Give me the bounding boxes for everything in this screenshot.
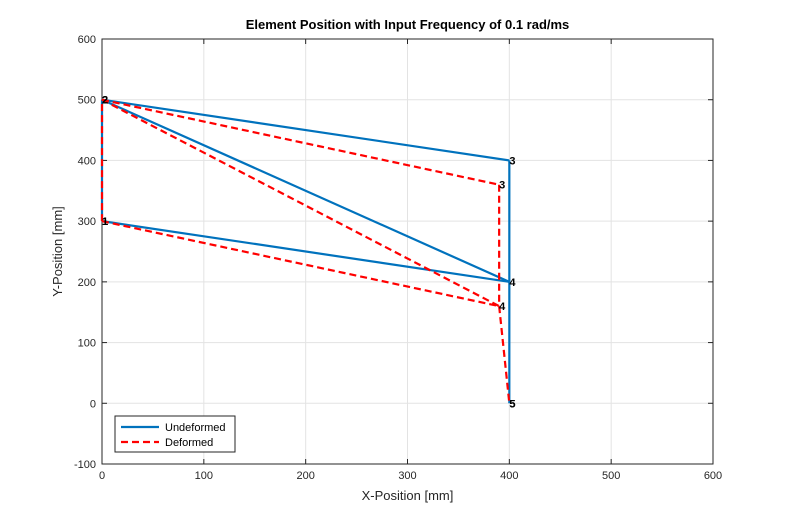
series-segment-deformed (498, 306, 511, 404)
series-segment-undeformed (101, 220, 510, 283)
series-segment-deformed (101, 98, 500, 308)
legend-box (114, 415, 236, 453)
chart-title: Element Position with Input Frequency of… (246, 17, 570, 32)
node-label: 1 (102, 216, 108, 228)
y-axis-label: Y-Position [mm] (50, 206, 65, 297)
x-tick-label: 0 (99, 470, 105, 482)
node-label: 1 (102, 216, 108, 228)
y-tick-label: 0 (90, 398, 96, 410)
node-label: 4 (499, 301, 506, 313)
series-layer (100, 98, 511, 404)
node-label: 4 (509, 277, 516, 289)
legend-label-deformed: Deformed (165, 437, 213, 449)
series-segment-deformed (101, 98, 500, 186)
node-label: 5 (509, 398, 515, 410)
legend: Undeformed Deformed (114, 415, 236, 453)
series-undeformed (100, 98, 511, 404)
series-segment-undeformed (101, 98, 510, 283)
x-tick-label: 600 (704, 470, 722, 482)
y-tick-label: 300 (78, 216, 96, 228)
y-tick-label: 400 (78, 155, 96, 167)
series-segment-deformed (101, 220, 500, 308)
node-label: 5 (509, 398, 515, 410)
legend-label-undeformed: Undeformed (165, 422, 226, 434)
x-tick-label: 500 (602, 470, 620, 482)
node-label: 3 (509, 155, 515, 167)
x-tick-label: 300 (398, 470, 416, 482)
x-tick-label: 400 (500, 470, 518, 482)
node-label: 3 (499, 180, 505, 192)
series-segment-undeformed (101, 98, 510, 162)
node-label: 2 (102, 95, 108, 107)
y-tick-label: 200 (78, 277, 96, 289)
node-label: 2 (102, 95, 108, 107)
x-tick-label: 200 (296, 470, 314, 482)
y-tick-label: 600 (78, 34, 96, 46)
tick-layer: 0 100 200 300 400 500 600-10001002003004005006… (74, 34, 722, 482)
y-tick-label: 500 (78, 95, 96, 107)
x-tick-label: 100 (195, 470, 213, 482)
series-deformed (100, 98, 511, 404)
y-tick-label: 100 (78, 338, 96, 350)
y-tick-label: -100 (74, 459, 96, 471)
x-axis-label: X-Position [mm] (362, 488, 454, 503)
